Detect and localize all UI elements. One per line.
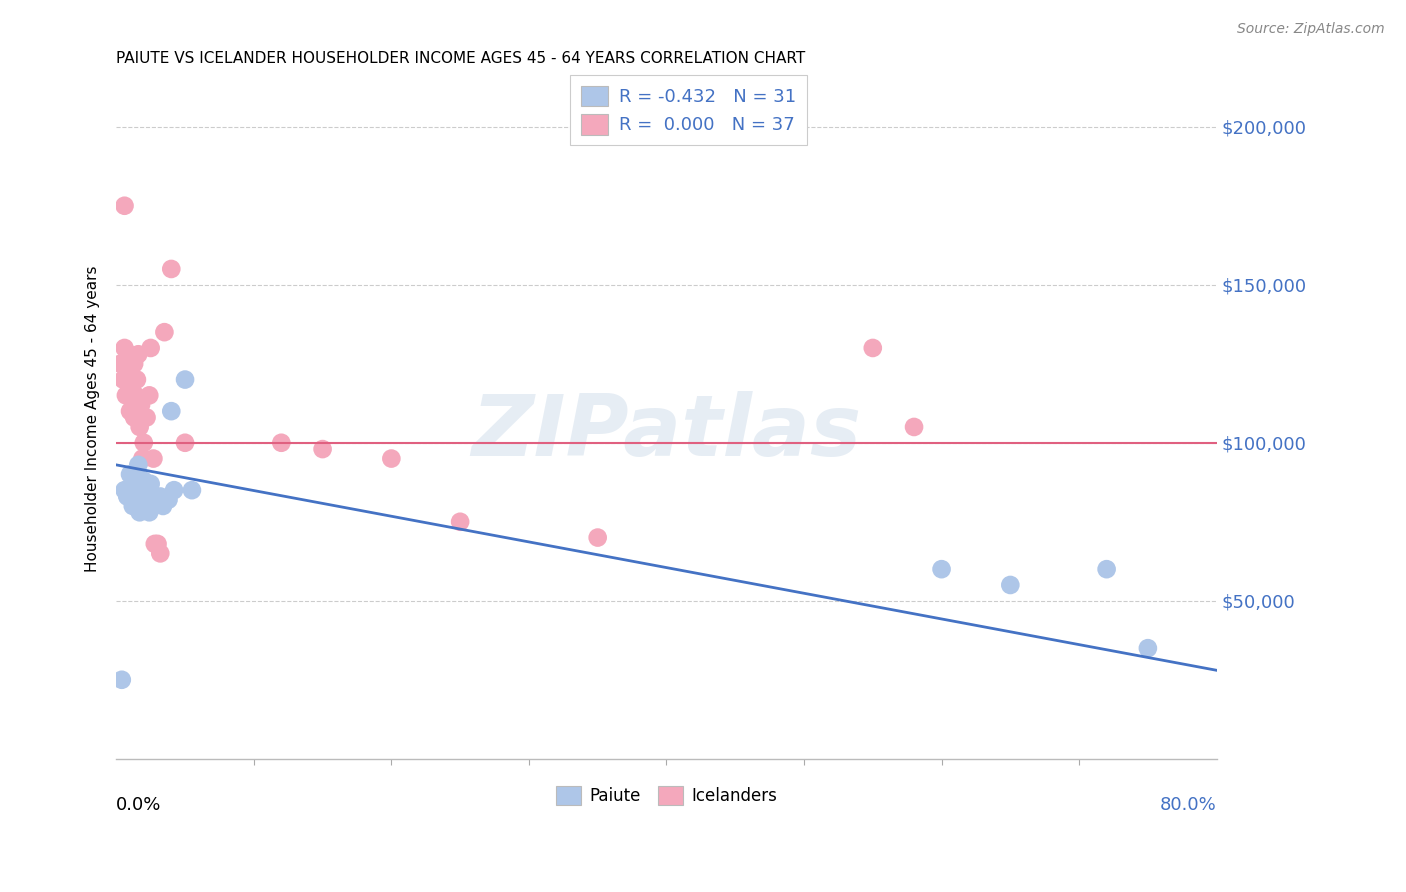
Point [127, 458, 149, 472]
Point [111, 673, 134, 687]
Point [135, 410, 157, 425]
Point [174, 373, 197, 387]
Point [132, 435, 155, 450]
Text: 0.0%: 0.0% [117, 797, 162, 814]
Text: PAIUTE VS ICELANDER HOUSEHOLDER INCOME AGES 45 - 64 YEARS CORRELATION CHART: PAIUTE VS ICELANDER HOUSEHOLDER INCOME A… [117, 51, 806, 66]
Point [122, 357, 145, 371]
Text: ZIPatlas: ZIPatlas [471, 392, 862, 475]
Point [270, 435, 292, 450]
Point [132, 474, 155, 488]
Point [152, 499, 174, 513]
Point [139, 341, 162, 355]
Point [149, 546, 172, 560]
Point [128, 420, 150, 434]
Point [129, 398, 152, 412]
Point [138, 505, 160, 519]
Point [131, 492, 153, 507]
Point [118, 404, 141, 418]
Point [114, 199, 136, 213]
Legend: Paiute, Icelanders: Paiute, Icelanders [550, 779, 783, 812]
Point [153, 325, 176, 339]
Point [125, 474, 148, 488]
Point [135, 490, 157, 504]
Point [120, 379, 142, 393]
Point [862, 341, 884, 355]
Point [380, 451, 402, 466]
Point [118, 347, 141, 361]
Point [115, 388, 138, 402]
Point [125, 373, 148, 387]
Point [138, 388, 160, 402]
Point [142, 451, 165, 466]
Point [586, 531, 609, 545]
Point [127, 347, 149, 361]
Point [122, 410, 145, 425]
Point [131, 451, 153, 466]
Point [121, 357, 143, 371]
Point [155, 492, 177, 507]
Point [181, 483, 204, 498]
Point [143, 490, 166, 504]
Point [118, 373, 141, 387]
Point [124, 476, 146, 491]
Point [449, 515, 471, 529]
Point [311, 442, 333, 456]
Point [163, 483, 186, 498]
Point [139, 476, 162, 491]
Point [117, 366, 139, 380]
Point [1095, 562, 1118, 576]
Point [117, 490, 139, 504]
Point [149, 490, 172, 504]
Point [110, 357, 132, 371]
Point [931, 562, 953, 576]
Point [124, 388, 146, 402]
Point [160, 404, 183, 418]
Text: Source: ZipAtlas.com: Source: ZipAtlas.com [1237, 22, 1385, 37]
Point [143, 537, 166, 551]
Point [114, 341, 136, 355]
Point [134, 499, 156, 513]
Point [129, 490, 152, 504]
Point [141, 490, 163, 504]
Point [146, 496, 169, 510]
Point [146, 537, 169, 551]
Point [1000, 578, 1022, 592]
Point [118, 467, 141, 482]
Point [121, 499, 143, 513]
Text: 80.0%: 80.0% [1160, 797, 1216, 814]
Y-axis label: Householder Income Ages 45 - 64 years: Householder Income Ages 45 - 64 years [86, 266, 100, 573]
Point [128, 505, 150, 519]
Point [174, 435, 197, 450]
Point [160, 262, 183, 277]
Point [1136, 641, 1159, 656]
Point [112, 373, 135, 387]
Point [157, 492, 180, 507]
Point [114, 483, 136, 498]
Point [903, 420, 925, 434]
